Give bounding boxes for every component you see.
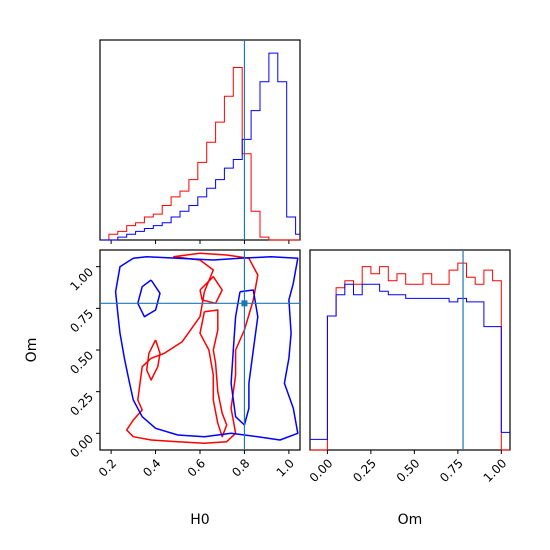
joint-contours (114, 252, 299, 445)
joint-contour-s2-1 (114, 255, 299, 441)
joint-contour-s2-2 (230, 289, 259, 426)
h0-marginal-series (100, 52, 300, 241)
om-marginal-series (310, 262, 510, 451)
y-axis-label-om: Om (24, 338, 40, 363)
x-axis-label-h0: H0 (190, 512, 209, 528)
joint-truth-marker (241, 300, 248, 307)
h0-marginal-panel (99, 39, 301, 244)
h0-hist-series-2 (100, 52, 300, 241)
joint-contour-s1-2 (199, 309, 228, 438)
h0-hist-series-1 (100, 67, 300, 241)
x-axis-label-om: Om (398, 512, 423, 528)
om-hist-series-1 (310, 262, 510, 451)
joint-contour-s1-4 (199, 275, 223, 305)
h0-marginal-ticks (110, 240, 290, 244)
om-marginal-frame (309, 249, 511, 451)
om-hist-series-2 (310, 283, 510, 440)
joint-contour-s2-3 (137, 279, 161, 318)
joint-contour-s1-3 (145, 339, 161, 381)
